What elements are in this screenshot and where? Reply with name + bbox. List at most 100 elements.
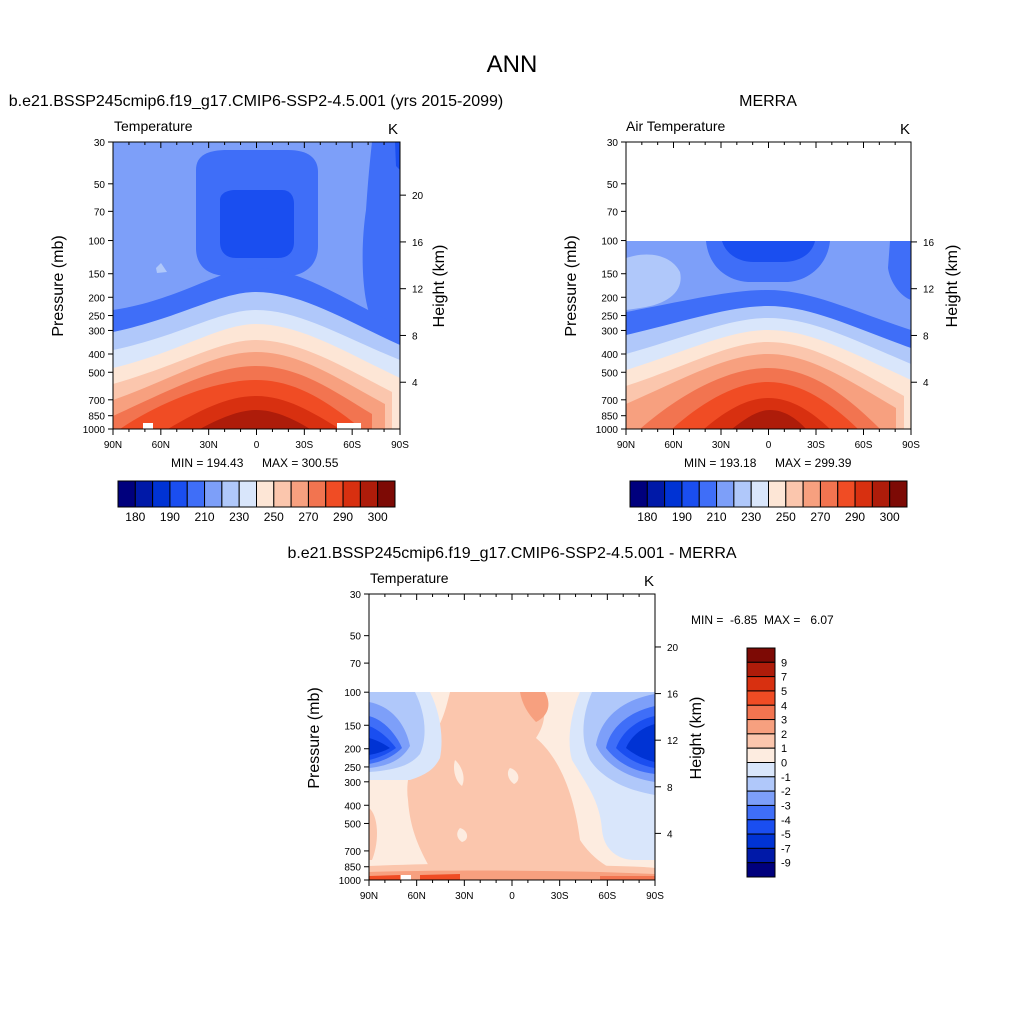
colorbar-swatch: [307, 480, 327, 508]
colorbar-swatch: [238, 480, 257, 508]
colorbar-label: 1: [781, 743, 787, 755]
height-tick-label: 12: [923, 285, 935, 296]
contour-fill: [200, 410, 310, 429]
lat-tick-label: 30N: [712, 440, 730, 451]
pressure-tick-label: 400: [601, 350, 618, 361]
pressure-tick-label: 300: [344, 778, 361, 789]
pressure-tick-label: 250: [601, 312, 618, 323]
pressure-tick-label: 500: [88, 368, 105, 379]
colorbar-label: 190: [672, 510, 692, 524]
pressure-tick-label: 100: [88, 237, 105, 248]
panel-merra-colorbar: 180 190 210 230 250 270 290 300: [629, 480, 908, 524]
colorbar-swatch: [256, 480, 275, 508]
colorbar-swatch: [768, 480, 787, 508]
height-tick-label: 20: [412, 191, 424, 202]
figure-title: ANN: [487, 51, 538, 78]
height-tick-label: 8: [412, 331, 418, 342]
lat-tick-label: 60S: [855, 440, 873, 451]
pressure-tick-label: 200: [88, 293, 105, 304]
panel-model-min-label: MIN = 194.43: [171, 456, 244, 470]
panel-diff-axes: 3050701001502002503004005007008501000481…: [339, 590, 679, 902]
lat-tick-label: 60N: [664, 440, 682, 451]
colorbar-label: 250: [264, 510, 284, 524]
colorbar-label: 5: [781, 686, 787, 698]
lat-tick-label: 90N: [104, 440, 122, 451]
colorbar-label: 3: [781, 715, 787, 727]
panel-model-ylabel-left: Pressure (mb): [50, 235, 67, 336]
colorbar-swatch: [746, 804, 776, 821]
colorbar-swatch: [273, 480, 292, 508]
colorbar-swatch: [785, 480, 804, 508]
pressure-tick-label: 50: [94, 180, 106, 191]
colorbar-label: 230: [741, 510, 761, 524]
pressure-tick-label: 700: [601, 396, 618, 407]
pressure-tick-label: 850: [344, 863, 361, 874]
pressure-tick-label: 200: [601, 293, 618, 304]
colorbar-swatch: [746, 676, 776, 692]
colorbar-swatch: [377, 480, 396, 508]
colorbar-swatch: [746, 776, 776, 792]
panel-diff: b.e21.BSSP245cmip6.f19_g17.CMIP6-SSP2-4.…: [287, 545, 834, 902]
panel-diff-field: [369, 692, 655, 880]
colorbar-label: -9: [781, 858, 791, 870]
colorbar-swatch: [854, 480, 873, 508]
panel-diff-units: K: [644, 573, 654, 590]
contour-fill: [626, 724, 655, 762]
colorbar-swatch: [134, 480, 154, 508]
pressure-tick-label: 70: [607, 207, 619, 218]
pressure-tick-label: 70: [94, 207, 106, 218]
panel-diff-ylabel-right: Height (km): [688, 697, 705, 780]
colorbar-swatch: [746, 719, 776, 735]
contour-fill: [407, 692, 610, 868]
contour-fill: [457, 828, 468, 842]
lat-tick-label: 30N: [455, 891, 473, 902]
contour-fill: [369, 875, 400, 880]
panel-model-axes: 3050701001502002503004005007008501000481…: [83, 138, 424, 451]
lat-tick-label: 30S: [551, 891, 569, 902]
lat-tick-label: 30N: [199, 440, 217, 451]
colorbar-swatch: [186, 480, 206, 508]
panel-model-heading: b.e21.BSSP245cmip6.f19_g17.CMIP6-SSP2-4.…: [9, 93, 504, 110]
contour-fill: [722, 241, 815, 262]
colorbar-swatch: [746, 690, 776, 706]
lat-tick-label: 60S: [343, 440, 361, 451]
missing-data: [143, 423, 153, 429]
colorbar-label: -1: [781, 772, 791, 784]
colorbar-swatch: [802, 480, 821, 508]
colorbar-label: 210: [195, 510, 215, 524]
height-tick-label: 8: [667, 783, 673, 794]
lat-tick-label: 90S: [902, 440, 920, 451]
pressure-tick-label: 100: [344, 688, 361, 699]
contour-fill: [520, 692, 549, 722]
pressure-tick-label: 500: [601, 368, 618, 379]
colorbar-swatch: [646, 480, 666, 508]
colorbar-label: 2: [781, 729, 787, 741]
height-tick-label: 16: [412, 238, 424, 249]
panel-diff-heading: b.e21.BSSP245cmip6.f19_g17.CMIP6-SSP2-4.…: [287, 545, 736, 562]
height-tick-label: 16: [923, 238, 935, 249]
colorbar-swatch: [716, 480, 735, 508]
panel-diff-ylabel-left: Pressure (mb): [306, 687, 323, 788]
pressure-tick-label: 700: [344, 847, 361, 858]
colorbar-swatch: [169, 480, 188, 508]
panel-diff-minmax-label: MIN = -6.85 MAX = 6.07: [691, 613, 834, 627]
panel-model-field: [113, 142, 400, 429]
pressure-tick-label: 850: [601, 412, 618, 423]
colorbar-label: 250: [776, 510, 796, 524]
pressure-tick-label: 30: [94, 138, 106, 149]
height-tick-label: 4: [667, 829, 673, 840]
pressure-tick-label: 250: [344, 763, 361, 774]
pressure-tick-label: 100: [601, 237, 618, 248]
missing-data: [337, 423, 361, 429]
lat-tick-label: 0: [766, 440, 772, 451]
lat-tick-label: 30S: [807, 440, 825, 451]
contour-fill: [626, 254, 681, 310]
lat-tick-label: 60S: [598, 891, 616, 902]
colorbar-label: 300: [368, 510, 388, 524]
pressure-tick-label: 850: [88, 412, 105, 423]
lat-tick-label: 0: [254, 440, 260, 451]
colorbar-label: -2: [781, 786, 791, 798]
panel-model-units: K: [388, 121, 398, 138]
pressure-tick-label: 50: [350, 632, 362, 643]
pressure-tick-label: 500: [344, 819, 361, 830]
